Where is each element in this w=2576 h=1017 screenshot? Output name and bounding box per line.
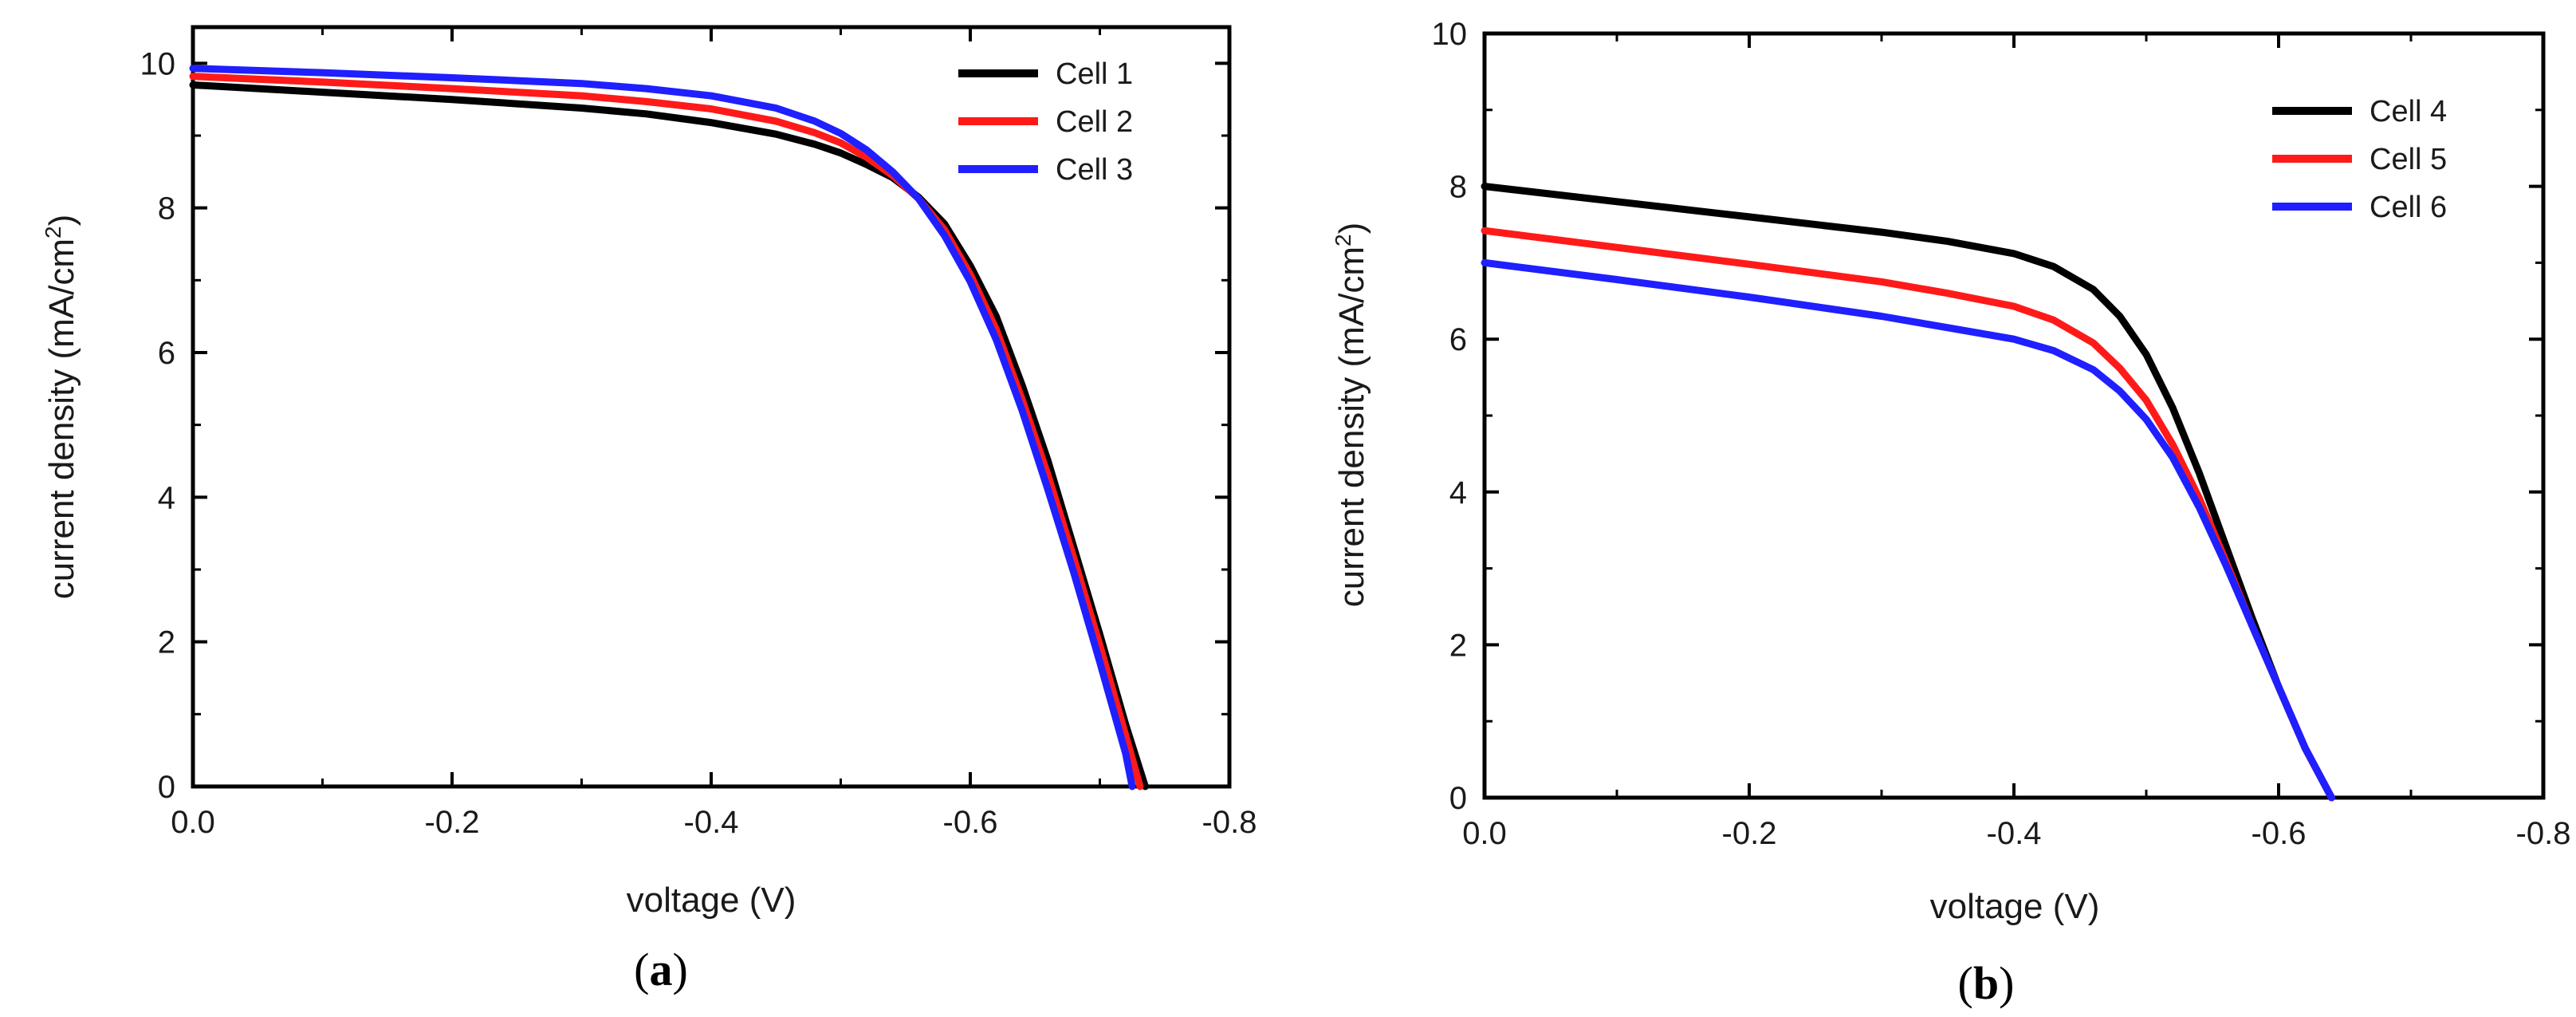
caption-letter: b [1973, 957, 1999, 1009]
caption-open: ( [634, 944, 649, 995]
y-tick-label: 6 [158, 336, 175, 371]
y-tick-label: 0 [1449, 781, 1467, 816]
y-axis-title-superscript: 2 [41, 226, 65, 238]
plot-frame [191, 25, 1232, 789]
x-tick-label: -0.4 [684, 805, 739, 840]
x-tick-label: -0.4 [1987, 816, 2042, 851]
y-tick-label: 2 [1449, 628, 1467, 663]
panel-caption-a: (a) [634, 944, 688, 995]
y-tick-label: 2 [158, 625, 175, 660]
x-tick-label: -0.6 [943, 805, 998, 840]
caption-letter: a [650, 944, 673, 995]
y-axis-title-close: ) [1332, 223, 1371, 235]
legend: Cell 4 Cell 5 Cell 6 [2272, 95, 2447, 224]
y-axis-title-close: ) [42, 215, 81, 227]
y-tick-label: 6 [1449, 322, 1467, 357]
y-tick-labels: 0 2 4 6 8 10 [1432, 17, 1468, 816]
x-tick-label: -0.2 [425, 805, 480, 840]
caption-close: ) [673, 944, 688, 995]
x-tick-labels: 0.0 -0.2 -0.4 -0.6 -0.8 [1462, 816, 2570, 851]
y-axis-title-main: current density (mA/cm [42, 238, 81, 599]
legend-label-cell-2: Cell 2 [1056, 105, 1133, 139]
y-tick-labels: 0 2 4 6 8 10 [140, 46, 176, 805]
y-tick-label: 4 [1449, 475, 1467, 510]
y-axis-title-superscript: 2 [1331, 234, 1355, 246]
y-tick-label: 4 [158, 480, 175, 515]
legend-label-cell-4: Cell 4 [2370, 95, 2447, 128]
y-tick-label: 8 [158, 191, 175, 227]
legend-label-cell-1: Cell 1 [1056, 57, 1133, 91]
panel-a-chart: 0.0 -0.2 -0.4 -0.6 -0.8 0 2 4 6 8 10 Cel… [41, 25, 1257, 995]
x-tick-label: -0.6 [2252, 816, 2307, 851]
legend-label-cell-6: Cell 6 [2370, 191, 2447, 224]
tick-marks [191, 27, 1231, 788]
tick-marks [1483, 32, 2545, 799]
legend-label-cell-3: Cell 3 [1056, 153, 1133, 187]
legend-label-cell-5: Cell 5 [2370, 143, 2447, 176]
x-tick-label: -0.2 [1722, 816, 1777, 851]
y-axis-title-main: current density (mA/cm [1332, 246, 1371, 607]
series-line-cell-6 [1481, 258, 2335, 802]
x-tick-label: 0.0 [1462, 816, 1507, 851]
series-line-cell-1 [189, 81, 1149, 790]
y-tick-label: 0 [158, 770, 175, 805]
x-tick-label: 0.0 [171, 805, 215, 840]
y-axis-title: current density (mA/cm2) [41, 215, 81, 600]
x-tick-label: -0.8 [2516, 816, 2571, 851]
series-line-cell-3 [189, 65, 1136, 790]
y-tick-label: 10 [140, 46, 176, 81]
panel-caption-b: (b) [1958, 957, 2015, 1009]
series-line-cell-2 [189, 73, 1144, 790]
panel-b-chart: 0.0 -0.2 -0.4 -0.6 -0.8 0 2 4 6 8 10 Cel… [1331, 17, 2570, 1009]
caption-open: ( [1958, 957, 1973, 1009]
curves [1481, 183, 2335, 802]
x-tick-labels: 0.0 -0.2 -0.4 -0.6 -0.8 [171, 805, 1257, 840]
y-axis-title: current density (mA/cm2) [1331, 223, 1371, 608]
x-axis-title: voltage (V) [627, 881, 796, 920]
legend: Cell 1 Cell 2 Cell 3 [958, 57, 1133, 187]
caption-close: ) [1999, 957, 2014, 1009]
y-tick-label: 10 [1432, 17, 1468, 52]
x-axis-title: voltage (V) [1930, 887, 2100, 926]
y-tick-label: 8 [1449, 170, 1467, 205]
curves [189, 65, 1149, 790]
x-tick-label: -0.8 [1202, 805, 1257, 840]
